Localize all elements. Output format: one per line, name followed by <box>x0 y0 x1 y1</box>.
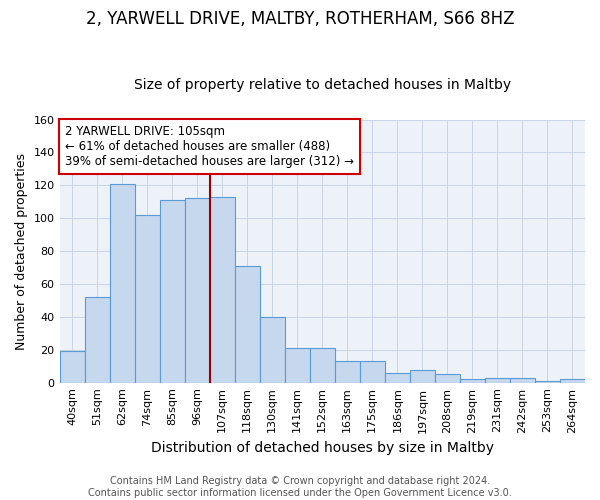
Bar <box>360 362 385 382</box>
Bar <box>285 348 310 382</box>
Bar <box>134 215 160 382</box>
Bar <box>260 317 285 382</box>
Bar <box>160 200 185 382</box>
Bar <box>310 348 335 382</box>
Bar <box>110 184 134 382</box>
Text: 2, YARWELL DRIVE, MALTBY, ROTHERHAM, S66 8HZ: 2, YARWELL DRIVE, MALTBY, ROTHERHAM, S66… <box>86 10 514 28</box>
Bar <box>85 297 110 382</box>
X-axis label: Distribution of detached houses by size in Maltby: Distribution of detached houses by size … <box>151 441 494 455</box>
Title: Size of property relative to detached houses in Maltby: Size of property relative to detached ho… <box>134 78 511 92</box>
Bar <box>385 373 410 382</box>
Y-axis label: Number of detached properties: Number of detached properties <box>15 152 28 350</box>
Text: Contains HM Land Registry data © Crown copyright and database right 2024.
Contai: Contains HM Land Registry data © Crown c… <box>88 476 512 498</box>
Bar <box>460 380 485 382</box>
Bar <box>59 352 85 382</box>
Bar <box>235 266 260 382</box>
Bar <box>410 370 435 382</box>
Bar <box>510 378 535 382</box>
Bar <box>435 374 460 382</box>
Bar <box>335 362 360 382</box>
Bar <box>560 380 585 382</box>
Bar <box>185 198 209 382</box>
Bar <box>485 378 510 382</box>
Text: 2 YARWELL DRIVE: 105sqm
← 61% of detached houses are smaller (488)
39% of semi-d: 2 YARWELL DRIVE: 105sqm ← 61% of detache… <box>65 125 354 168</box>
Bar <box>535 381 560 382</box>
Bar <box>209 197 235 382</box>
